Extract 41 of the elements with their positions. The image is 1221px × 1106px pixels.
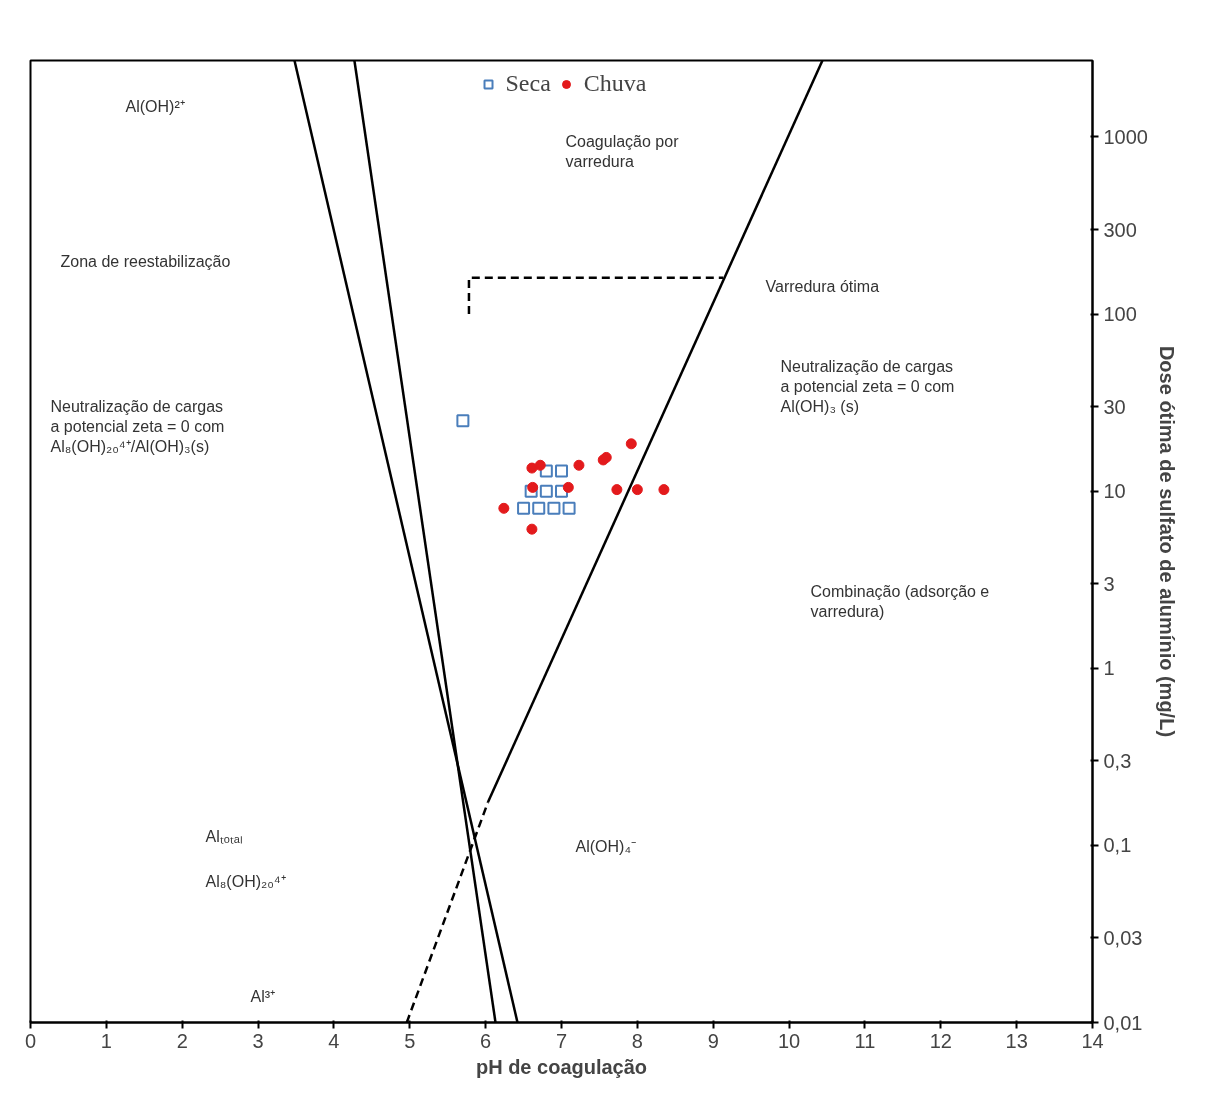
- x-tick-label: 10: [777, 1029, 801, 1052]
- y-tick-label: 1000: [1103, 125, 1148, 148]
- x-tick-label: 9: [707, 1029, 719, 1052]
- annotation: Neutralização de cargas a potencial zeta = 0 com Al(OH)₃ (s): [780, 357, 955, 416]
- legend-label: Seca: [505, 70, 551, 97]
- y-tick-label: 30: [1103, 395, 1126, 418]
- annotation: Al(OH)²⁺: [125, 97, 185, 115]
- y-tick-label: 0,3: [1103, 749, 1132, 772]
- x-tick-label: 14: [1081, 1029, 1104, 1052]
- x-tick-label: 2: [176, 1029, 188, 1052]
- x-tick-label: 1: [100, 1029, 112, 1052]
- x-tick-label: 0: [24, 1029, 37, 1052]
- y-tick-label: 3: [1103, 572, 1115, 595]
- annotation: Coagulação por varredura: [565, 132, 680, 170]
- y-tick-label: 1: [1103, 657, 1115, 680]
- annotation: Alₜₒₜₐₗ: [205, 827, 243, 845]
- y-tick-label: 0,01: [1103, 1011, 1143, 1034]
- y-tick-label: 100: [1103, 303, 1137, 326]
- annotation: Al³⁺: [250, 987, 276, 1005]
- x-tick-label: 3: [252, 1029, 264, 1052]
- annotation: Combinação (adsorção e varredura): [810, 582, 990, 620]
- annotation: Varredura ótima: [765, 277, 880, 295]
- y-tick-label: 10: [1103, 480, 1126, 503]
- y-tick-label: 300: [1103, 218, 1137, 241]
- annotation: Zona de reestabilização: [60, 252, 231, 270]
- x-tick-label: 12: [929, 1029, 952, 1052]
- x-tick-label: 7: [555, 1029, 568, 1052]
- x-axis-title: pH de coagulação: [475, 1055, 648, 1078]
- annotation: Al₈(OH)₂₀⁴⁺: [205, 872, 286, 890]
- x-tick-label: 13: [1005, 1029, 1028, 1052]
- legend-label: Chuva: [583, 70, 647, 97]
- y-axis-title: Dose ótima de sulfato de alumínio (mg/L): [1155, 345, 1178, 738]
- x-tick-label: 8: [631, 1029, 643, 1052]
- x-tick-label: 6: [480, 1029, 492, 1052]
- x-tick-label: 4: [328, 1029, 340, 1052]
- x-tick-label: 5: [404, 1029, 416, 1052]
- annotation: Al(OH)₄⁻: [575, 837, 636, 855]
- x-tick-label: 11: [854, 1029, 876, 1052]
- y-tick-label: 0,03: [1103, 926, 1143, 949]
- y-tick-label: 0,1: [1103, 834, 1132, 857]
- annotation: Neutralização de cargas a potencial zeta = 0 com Al₈(OH)₂₀⁴⁺/Al(OH)₃(s): [50, 397, 225, 456]
